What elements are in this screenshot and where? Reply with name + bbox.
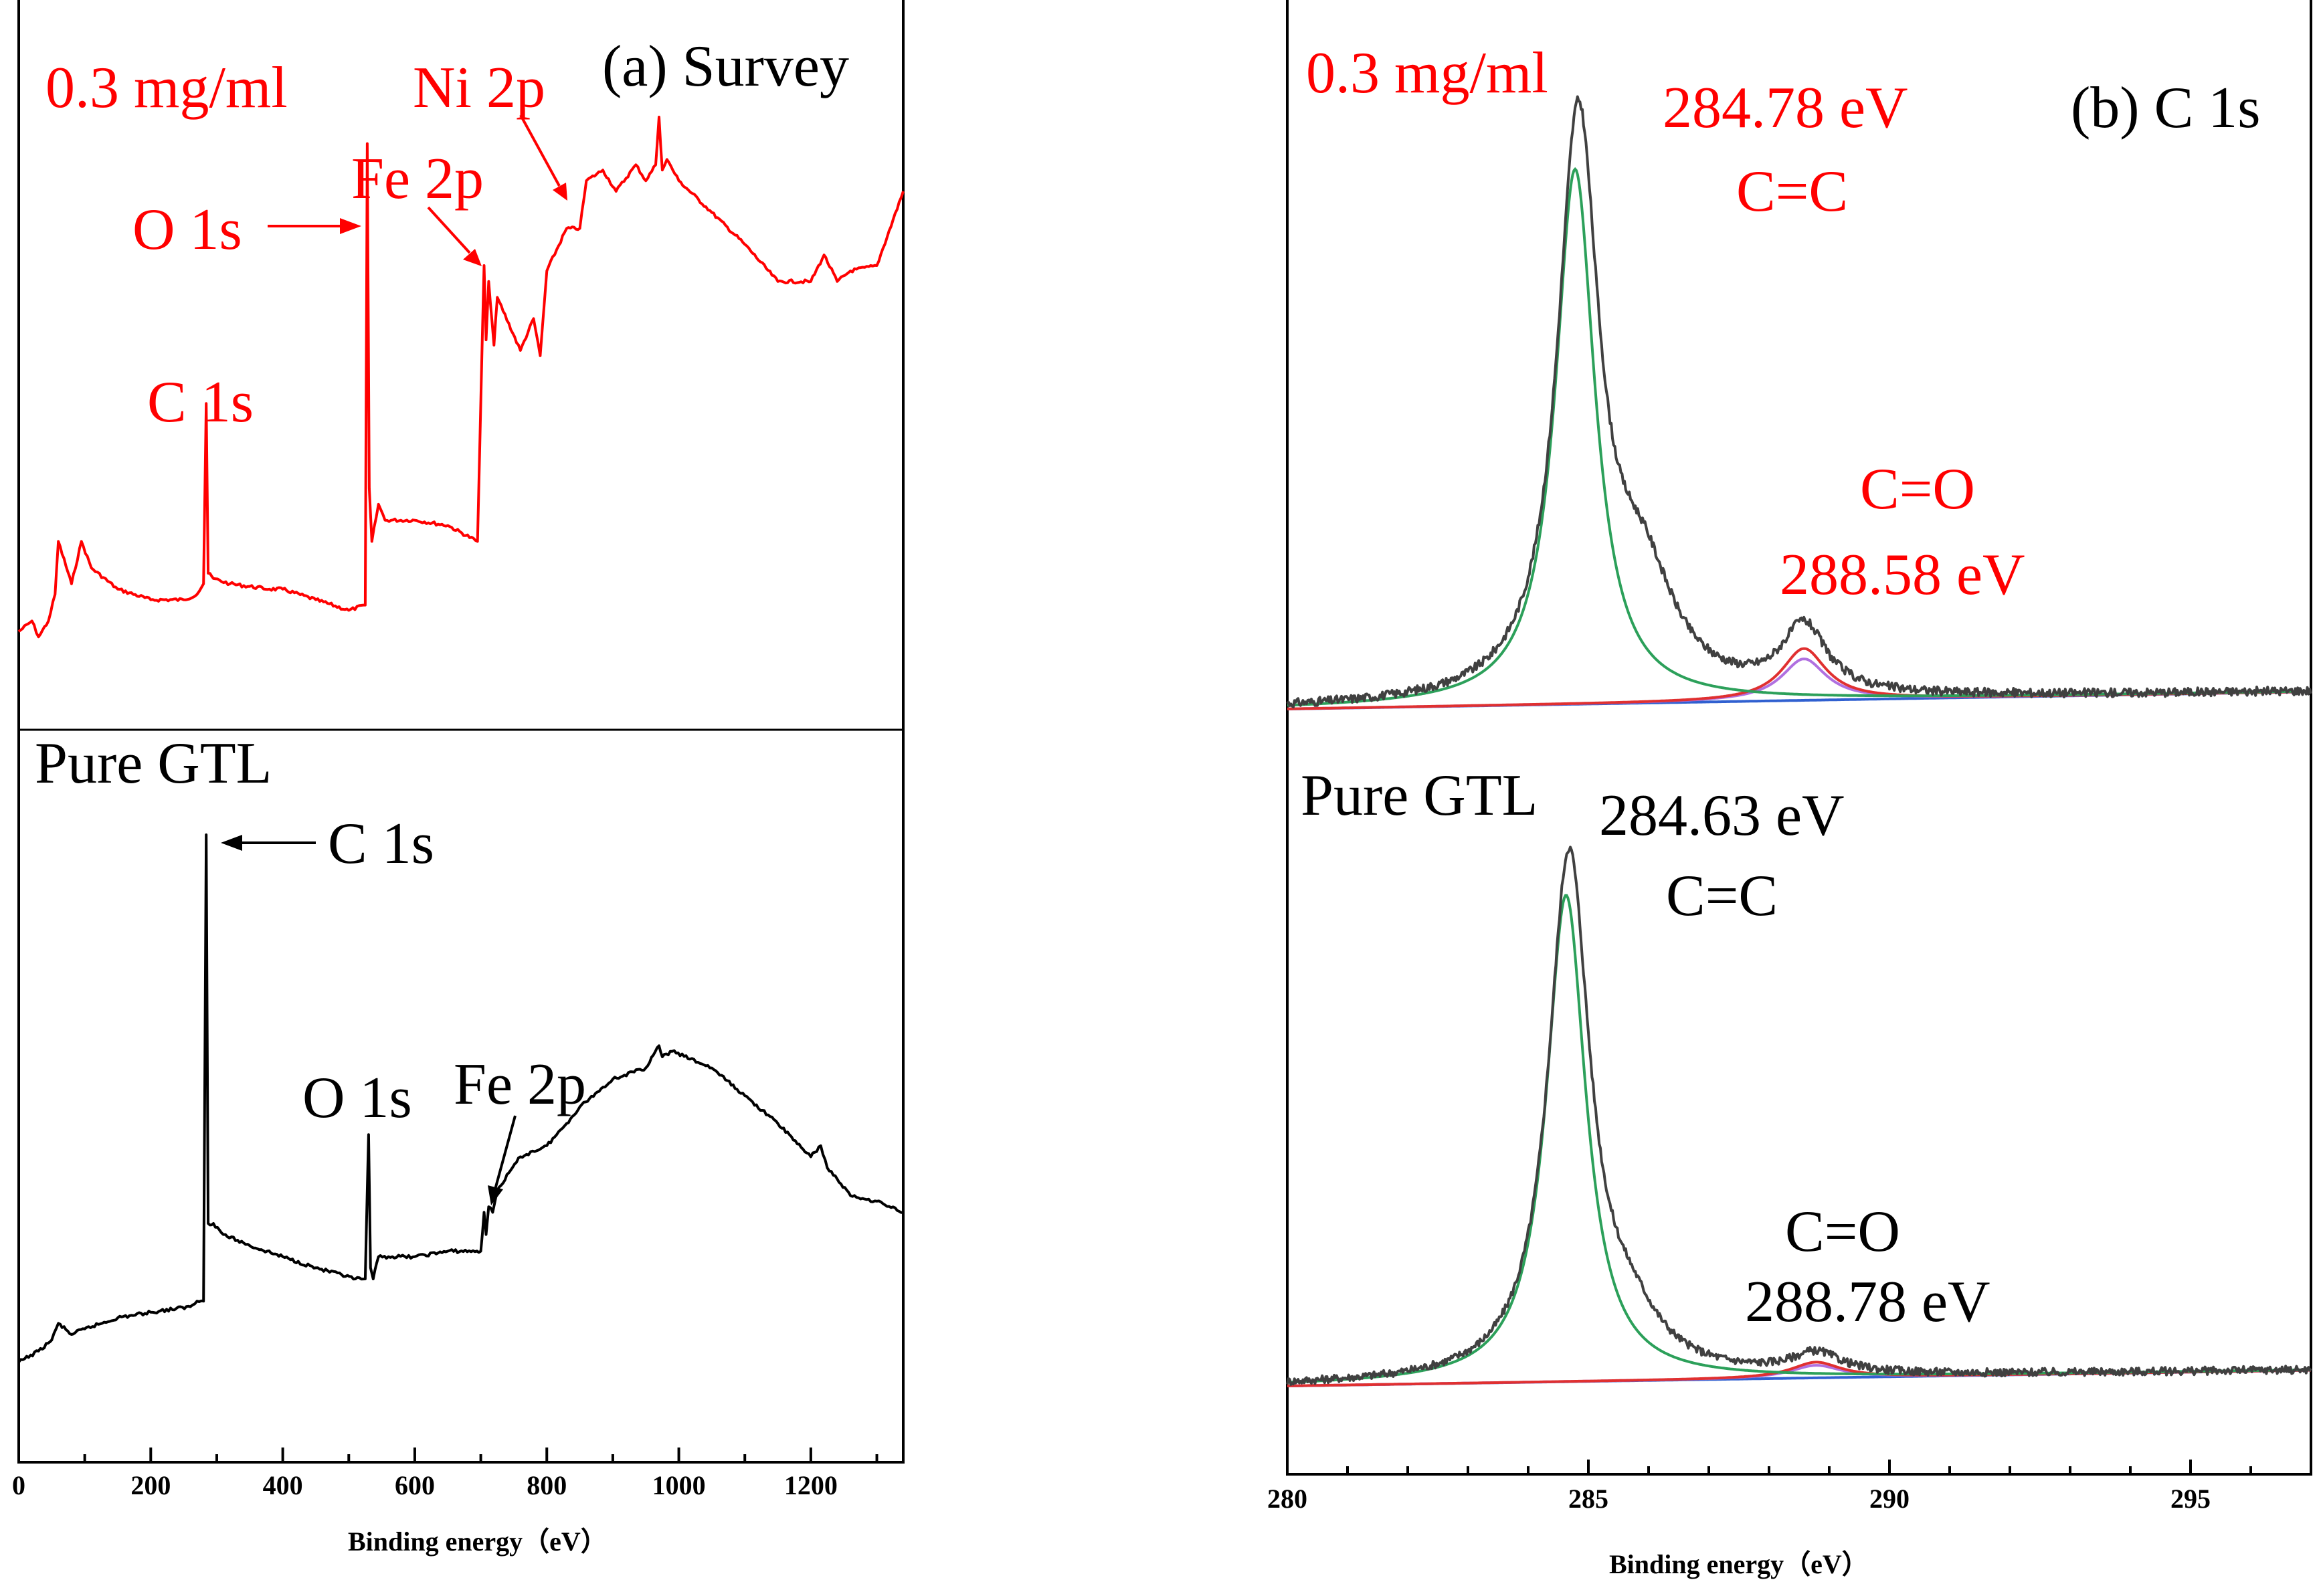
- panel-a-arrow-ni2p-top: [519, 114, 567, 201]
- panel-b-bottom-cc-bond: C=C: [1666, 864, 1778, 928]
- panel-b-top-co-bond: C=O: [1860, 457, 1975, 522]
- panel-b-tick-label: 295: [2170, 1484, 2211, 1514]
- panel-a-arrow-o1s-top: [268, 218, 361, 234]
- panel-a-ni2p-top: Ni 2p: [413, 56, 545, 120]
- panel-b-tick-label: 290: [1869, 1484, 1910, 1514]
- panel-a-arrow-fe2p-bottom: [488, 1115, 517, 1205]
- panel-a-fe2p-bottom: Fe 2p: [454, 1052, 586, 1117]
- panel-b-top-co-energy: 288.58 eV: [1780, 542, 2025, 607]
- panel-a-tick-label: 1200: [784, 1470, 838, 1500]
- panel-b-envelope-0.3mgml: [1286, 95, 2312, 708]
- panel-a-o1s-top: O 1s: [132, 197, 242, 262]
- panel-a-arrow-fe2p-top: [427, 206, 482, 266]
- panel-b-bottom-co-energy: 288.78 eV: [1745, 1270, 1990, 1334]
- panel-a-tick-label: 800: [527, 1470, 567, 1500]
- panel-a-series-pure-gtl: [17, 833, 904, 1363]
- panel-b-frame: [1286, 0, 2312, 1476]
- panel-b-tick-label: 280: [1267, 1484, 1307, 1514]
- panel-a-tick-label: 200: [130, 1470, 171, 1500]
- panel-a-x-axis: 0 200 400 600 800 1000 1200: [12, 1448, 878, 1500]
- panel-a-c1s-top: C 1s: [147, 370, 254, 435]
- panel-a-tick-label: 400: [263, 1470, 303, 1500]
- panel-a-tick-label: 600: [395, 1470, 435, 1500]
- panel-b-x-axis: 280 285 290 295: [1267, 1460, 2312, 1514]
- panel-b-title: (b) C 1s: [2071, 76, 2261, 140]
- panel-b: 280 285 290 295 Binding energy（eV） 0.3 mg/m…: [1267, 0, 2312, 1579]
- panel-a-c1s-bottom: C 1s: [328, 811, 434, 876]
- panel-b-bottom-cc-energy: 284.63 eV: [1599, 783, 1845, 848]
- panel-b-bottom-co-bond: C=O: [1785, 1199, 1900, 1264]
- panel-a-bottom-label: Pure GTL: [35, 731, 272, 796]
- panel-b-x-axis-label: Binding energy（eV）: [1609, 1549, 1869, 1579]
- panel-b-tick-label: 285: [1568, 1484, 1608, 1514]
- panel-b-top-cc-energy: 284.78 eV: [1663, 76, 1908, 140]
- panel-a: 0 200 400 600 800 1000 1200 Binding energy（eV）…: [12, 0, 905, 1557]
- panel-a-top-label: 0.3 mg/ml: [45, 56, 288, 120]
- panel-b-top-label: 0.3 mg/ml: [1306, 41, 1548, 106]
- panel-a-tick-label: 1000: [652, 1470, 706, 1500]
- panel-a-title: (a) Survey: [602, 34, 849, 99]
- panel-b-bottom-label: Pure GTL: [1301, 763, 1538, 828]
- panel-a-tick-label: 0: [12, 1470, 25, 1500]
- panel-a-x-axis-label: Binding energy（eV）: [348, 1526, 608, 1557]
- panel-a-fe2p-top: Fe 2p: [351, 146, 484, 211]
- panel-a-arrow-c1s-bottom: [221, 835, 316, 851]
- panel-b-top-cc-bond: C=C: [1736, 159, 1848, 224]
- panel-a-series-0.3mgml: [17, 116, 905, 639]
- panel-b-curves: [1286, 95, 2312, 1387]
- panel-a-o1s-bottom: O 1s: [302, 1066, 412, 1130]
- panel-b-envelope-pure-gtl: [1286, 845, 2312, 1386]
